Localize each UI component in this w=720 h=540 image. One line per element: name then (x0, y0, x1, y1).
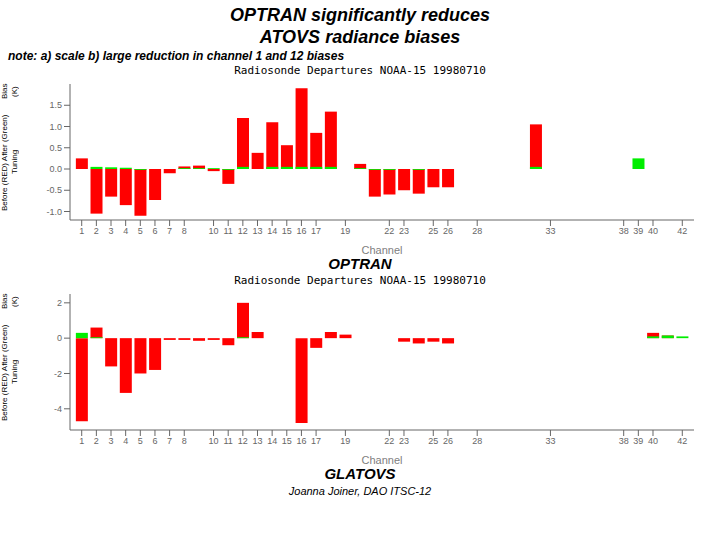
html-text:GLATOVS: GLATOVS (324, 465, 396, 482)
svg-text:19: 19 (340, 226, 350, 236)
html-text:Radiosonde Departures NOAA-15: Radiosonde Departures NOAA-15 19980710 (234, 64, 486, 77)
svg-text:13: 13 (252, 436, 262, 446)
svg-text:25: 25 (428, 226, 438, 236)
svg-text:1.5: 1.5 (49, 100, 62, 110)
svg-text:16: 16 (296, 436, 306, 446)
svg-text:14: 14 (267, 226, 277, 236)
html-text:Before (RED) After (Green) Tun: Before (RED) After (Green) Tuning (0, 114, 19, 211)
svg-text:13: 13 (252, 226, 262, 236)
svg-text:28: 28 (472, 226, 482, 236)
svg-text:12: 12 (238, 436, 248, 446)
svg-text:39: 39 (633, 226, 643, 236)
html-text:Before (RED) After (Green) Tun: Before (RED) After (Green) Tuning (0, 324, 19, 421)
html-text:Bias (K): Bias (K) (0, 293, 19, 310)
svg-text:16: 16 (296, 226, 306, 236)
svg-text:-2: -2 (54, 369, 62, 379)
svg-text:12: 12 (238, 226, 248, 236)
html-text:Bias (K): Bias (K) (0, 83, 19, 100)
svg-text:11: 11 (224, 436, 233, 446)
svg-text:26: 26 (443, 226, 453, 236)
svg-text:2: 2 (57, 298, 62, 308)
html-text:OPTRAN significantly reduces: OPTRAN significantly reduces (230, 5, 490, 25)
svg-text:25: 25 (428, 436, 438, 446)
html-text:OPTRAN: OPTRAN (328, 255, 392, 272)
svg-text:33: 33 (545, 226, 555, 236)
svg-text:19: 19 (340, 436, 350, 446)
svg-text:2: 2 (94, 226, 99, 236)
svg-text:1: 1 (79, 436, 84, 446)
svg-text:6: 6 (152, 436, 157, 446)
svg-text:5: 5 (138, 226, 143, 236)
svg-text:0.0: 0.0 (49, 164, 62, 174)
html-text:note: a) scale b) large reduct: note: a) scale b) large reduction in cha… (8, 49, 345, 63)
svg-text:10: 10 (209, 436, 219, 446)
svg-text:11: 11 (224, 226, 233, 236)
svg-text:15: 15 (282, 436, 292, 446)
svg-text:Channel: Channel (362, 244, 403, 254)
svg-text:33: 33 (545, 436, 555, 446)
svg-text:15: 15 (282, 226, 292, 236)
svg-text:0: 0 (57, 333, 62, 343)
svg-text:17: 17 (311, 436, 321, 446)
svg-text:17: 17 (311, 226, 321, 236)
svg-text:8: 8 (182, 226, 187, 236)
svg-text:1: 1 (79, 226, 84, 236)
svg-text:38: 38 (619, 436, 629, 446)
html-text:Joanna Joiner, DAO ITSC-12: Joanna Joiner, DAO ITSC-12 (288, 485, 432, 497)
svg-text:22: 22 (384, 226, 394, 236)
svg-text:-4: -4 (54, 404, 62, 414)
svg-text:42: 42 (677, 436, 687, 446)
svg-text:-1.0: -1.0 (46, 207, 62, 217)
svg-text:38: 38 (619, 226, 629, 236)
html-text:ATOVS radiance biases: ATOVS radiance biases (259, 27, 461, 47)
svg-text:28: 28 (472, 436, 482, 446)
svg-text:5: 5 (138, 436, 143, 446)
svg-text:42: 42 (677, 226, 687, 236)
svg-text:7: 7 (167, 226, 172, 236)
svg-text:Channel: Channel (362, 454, 403, 464)
html-text:Radiosonde Departures NOAA-15: Radiosonde Departures NOAA-15 19980710 (234, 274, 486, 287)
svg-text:39: 39 (633, 436, 643, 446)
svg-text:26: 26 (443, 436, 453, 446)
svg-text:8: 8 (182, 436, 187, 446)
svg-text:14: 14 (267, 436, 277, 446)
svg-text:0.5: 0.5 (49, 143, 62, 153)
svg-text:23: 23 (399, 436, 409, 446)
svg-text:22: 22 (384, 436, 394, 446)
svg-text:40: 40 (648, 436, 658, 446)
svg-text:7: 7 (167, 436, 172, 446)
svg-text:6: 6 (152, 226, 157, 236)
svg-text:23: 23 (399, 226, 409, 236)
svg-text:3: 3 (109, 436, 114, 446)
svg-text:3: 3 (109, 226, 114, 236)
svg-text:2: 2 (94, 436, 99, 446)
svg-text:4: 4 (123, 226, 128, 236)
svg-text:1.0: 1.0 (49, 122, 62, 132)
svg-text:4: 4 (123, 436, 128, 446)
svg-text:40: 40 (648, 226, 658, 236)
svg-text:10: 10 (209, 226, 219, 236)
svg-text:-0.5: -0.5 (46, 185, 62, 195)
